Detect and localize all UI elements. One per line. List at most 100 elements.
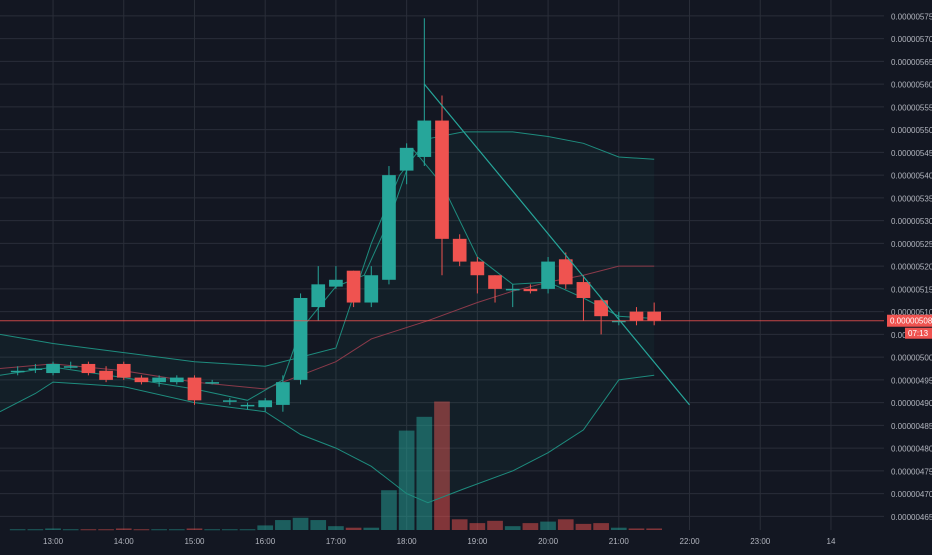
candle-body[interactable]: [523, 288, 538, 292]
time-tick-label: 14:00: [114, 537, 135, 546]
candle[interactable]: [116, 361, 131, 380]
candle-body[interactable]: [293, 297, 308, 380]
volume-bar: [398, 430, 415, 530]
candle-body[interactable]: [116, 363, 131, 378]
candle-body[interactable]: [399, 147, 414, 171]
last-price-label: 0.00000508: [890, 317, 932, 326]
time-tick-label: 18:00: [397, 537, 418, 546]
time-tick-label: 14: [827, 537, 836, 546]
candle[interactable]: [134, 375, 149, 385]
price-tick-label: 0.00000475: [891, 467, 932, 476]
candle-body[interactable]: [152, 377, 166, 383]
candle-body[interactable]: [558, 259, 573, 285]
candle[interactable]: [276, 375, 290, 412]
candle[interactable]: [311, 266, 326, 321]
candle-body[interactable]: [223, 400, 237, 402]
candle[interactable]: [187, 375, 202, 405]
candle[interactable]: [576, 275, 591, 321]
candle-body[interactable]: [169, 377, 184, 383]
price-tick-label: 0.00000560: [891, 81, 932, 90]
candle[interactable]: [63, 361, 78, 369]
candle[interactable]: [382, 166, 396, 285]
candle[interactable]: [558, 252, 573, 289]
candle-body[interactable]: [205, 382, 219, 384]
candle-body[interactable]: [505, 288, 520, 291]
volume-bar: [646, 528, 662, 530]
trendline-segment[interactable]: [423, 83, 690, 406]
candle-body[interactable]: [28, 368, 43, 370]
candle-body[interactable]: [276, 382, 290, 405]
candle[interactable]: [169, 375, 184, 385]
time-axis[interactable]: 13:00 14:00 15:00 16:00 17:00 18:00 19:00 20:00…: [43, 537, 836, 546]
price-tick-label: 0.00000545: [891, 149, 932, 158]
candle[interactable]: [10, 366, 25, 376]
candle-body[interactable]: [63, 366, 78, 368]
candle-body[interactable]: [452, 238, 467, 262]
candle[interactable]: [329, 266, 343, 289]
trendline[interactable]: [423, 83, 690, 406]
candle[interactable]: [346, 270, 361, 308]
candle[interactable]: [647, 302, 661, 326]
candle-body[interactable]: [576, 282, 591, 298]
candle[interactable]: [523, 284, 538, 294]
price-axis[interactable]: 0.00000465 0.00000470 0.00000475 0.00000480…: [887, 12, 932, 522]
candle[interactable]: [205, 379, 219, 385]
candle[interactable]: [541, 257, 555, 294]
candle-body[interactable]: [611, 320, 626, 323]
candle[interactable]: [240, 402, 255, 410]
candle-body[interactable]: [81, 363, 96, 374]
volume-bar: [98, 529, 114, 531]
volume-bar: [168, 529, 185, 531]
volume-bar: [363, 527, 380, 530]
candle[interactable]: [293, 293, 308, 385]
volume-bar: [9, 529, 26, 531]
candle-body[interactable]: [541, 261, 555, 289]
candle[interactable]: [629, 307, 644, 326]
candle[interactable]: [152, 375, 166, 387]
candle[interactable]: [470, 257, 485, 294]
candle[interactable]: [81, 361, 96, 376]
candle[interactable]: [364, 266, 379, 308]
candles[interactable]: [10, 18, 661, 412]
price-tick-label: 0.00000470: [891, 490, 932, 499]
candle-body[interactable]: [647, 311, 661, 321]
time-tick-label: 15:00: [184, 537, 205, 546]
candle-body[interactable]: [629, 311, 644, 321]
candle-body[interactable]: [46, 363, 60, 374]
candle-body[interactable]: [382, 175, 396, 280]
candle-body[interactable]: [99, 370, 113, 380]
candle[interactable]: [258, 398, 273, 412]
candle-body[interactable]: [435, 120, 449, 239]
candle[interactable]: [46, 361, 60, 376]
candle[interactable]: [28, 363, 43, 374]
candle-body[interactable]: [258, 400, 273, 408]
candle-body[interactable]: [311, 284, 326, 308]
price-tick-label: 0.00000495: [891, 376, 932, 385]
candle[interactable]: [435, 95, 449, 276]
price-tick-label: 0.00000575: [891, 12, 932, 21]
candle[interactable]: [417, 18, 432, 167]
candle-body[interactable]: [488, 275, 502, 289]
candle-body[interactable]: [10, 370, 25, 373]
candle-body[interactable]: [187, 377, 202, 401]
candle-body[interactable]: [346, 270, 361, 303]
candle[interactable]: [223, 398, 237, 405]
candle-body[interactable]: [417, 120, 432, 157]
candle-body[interactable]: [364, 275, 379, 303]
candle[interactable]: [594, 297, 608, 335]
last-price-badge-bg: [887, 314, 932, 327]
candle-body[interactable]: [470, 261, 485, 276]
candle[interactable]: [399, 143, 414, 185]
candle[interactable]: [505, 284, 520, 308]
candle-body[interactable]: [594, 300, 608, 317]
last-price-badge[interactable]: 0.00000508: [887, 314, 932, 327]
candle-body[interactable]: [134, 377, 149, 383]
candle-body[interactable]: [240, 404, 255, 407]
candle[interactable]: [488, 275, 502, 303]
candle[interactable]: [452, 234, 467, 267]
candle-body[interactable]: [329, 279, 343, 287]
volume-bar: [27, 529, 44, 531]
candle[interactable]: [99, 366, 113, 383]
